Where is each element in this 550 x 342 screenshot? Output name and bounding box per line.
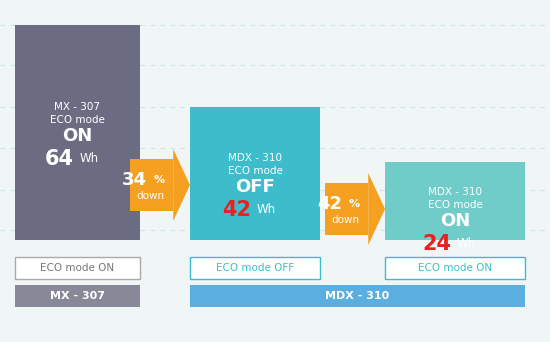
Text: ON: ON bbox=[440, 212, 470, 229]
Text: Wh: Wh bbox=[457, 237, 476, 250]
Text: Wh: Wh bbox=[80, 152, 98, 165]
Text: MDX - 310: MDX - 310 bbox=[326, 291, 389, 301]
Text: ECO mode: ECO mode bbox=[427, 200, 482, 210]
Bar bbox=[130, 159, 173, 211]
Bar bbox=[190, 257, 320, 279]
Text: ECO mode ON: ECO mode ON bbox=[41, 263, 114, 273]
Bar bbox=[15, 257, 140, 279]
Text: %: % bbox=[349, 199, 360, 209]
Text: MDX - 310: MDX - 310 bbox=[228, 153, 282, 162]
Text: down: down bbox=[137, 191, 165, 201]
Polygon shape bbox=[368, 173, 385, 245]
Text: MX - 307: MX - 307 bbox=[50, 291, 105, 301]
Text: MX - 307: MX - 307 bbox=[54, 102, 101, 112]
Text: down: down bbox=[332, 215, 360, 225]
Text: 34: 34 bbox=[122, 171, 147, 189]
Text: 64: 64 bbox=[45, 149, 74, 169]
Text: MDX - 310: MDX - 310 bbox=[428, 187, 482, 197]
Text: ECO mode ON: ECO mode ON bbox=[418, 263, 492, 273]
Text: OFF: OFF bbox=[235, 177, 275, 196]
Bar bbox=[385, 257, 525, 279]
Bar bbox=[385, 162, 525, 240]
Bar bbox=[190, 107, 320, 240]
Text: 24: 24 bbox=[422, 234, 451, 254]
Text: ECO mode: ECO mode bbox=[228, 166, 283, 175]
Text: ON: ON bbox=[62, 127, 92, 145]
Text: 42: 42 bbox=[317, 195, 342, 213]
Bar bbox=[325, 183, 368, 235]
Bar bbox=[15, 25, 140, 240]
Text: ECO mode OFF: ECO mode OFF bbox=[216, 263, 294, 273]
Bar bbox=[15, 285, 140, 307]
Polygon shape bbox=[173, 149, 190, 221]
Text: 42: 42 bbox=[222, 199, 251, 220]
Text: %: % bbox=[154, 175, 165, 185]
Bar bbox=[190, 285, 525, 307]
Text: Wh: Wh bbox=[257, 203, 276, 216]
Text: ECO mode: ECO mode bbox=[50, 115, 105, 125]
